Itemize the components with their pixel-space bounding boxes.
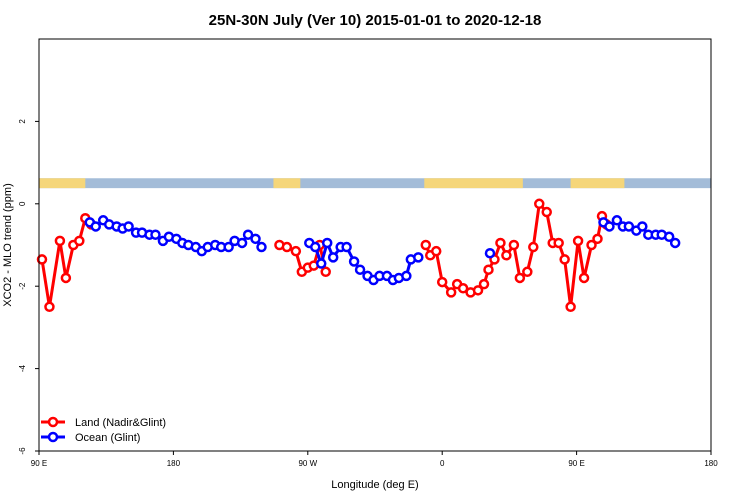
land-point	[565, 301, 576, 313]
ocean-point	[327, 252, 339, 263]
land-band-segment	[570, 178, 625, 189]
land-point	[430, 245, 442, 257]
landmask-band	[39, 178, 711, 189]
x-axis-label: Longitude (deg E)	[331, 479, 418, 491]
ocean-point	[354, 264, 366, 275]
land-point	[534, 198, 545, 210]
ocean-point	[310, 241, 321, 253]
x-tick-label: 90 E	[568, 459, 584, 468]
ocean-point	[413, 252, 424, 263]
land-point	[541, 206, 552, 218]
legend-land-marker	[47, 416, 59, 428]
x-tick-label: 180	[704, 459, 718, 468]
y-tick-label: 2	[18, 119, 27, 124]
land-point	[420, 239, 432, 251]
land-point	[553, 237, 564, 249]
x-tick-label: 90 W	[298, 459, 317, 468]
ocean-point	[90, 221, 101, 232]
ocean-point	[315, 258, 327, 269]
land-point	[508, 239, 520, 251]
ocean-point	[484, 247, 496, 259]
ocean-point	[604, 221, 615, 232]
plot-frame	[38, 38, 712, 452]
ocean-point	[242, 229, 254, 240]
y-axis: -6 -4 -2 0 2	[18, 119, 39, 455]
land-point	[54, 235, 66, 247]
legend-ocean-label: Ocean (Glint)	[75, 432, 140, 444]
land-point	[514, 272, 526, 284]
legend-land-label: Land (Nadir&Glint)	[75, 417, 166, 429]
land-point	[478, 278, 490, 290]
ocean-point	[348, 256, 360, 267]
ocean-point	[223, 241, 234, 253]
land-point	[320, 266, 331, 278]
land-point	[592, 233, 603, 245]
land-series-line	[40, 216, 93, 309]
land-point	[36, 254, 48, 265]
land-point	[44, 301, 55, 313]
land-point	[472, 285, 484, 296]
x-tick-label: 90 E	[31, 459, 47, 468]
ocean-point	[250, 233, 261, 245]
land-point	[559, 254, 570, 265]
land-point	[290, 245, 302, 257]
land-point	[586, 239, 597, 251]
y-tick-label: -4	[18, 364, 27, 372]
legend: Land (Nadir&Glint) Ocean (Glint)	[41, 416, 166, 444]
ocean-point	[663, 231, 675, 243]
ocean-point	[669, 237, 681, 249]
land-point	[522, 266, 533, 278]
x-axis: 90 E 180 90 W 0 90 E 180	[31, 451, 718, 468]
y-axis-label: XCO2 - MLO trend (ppm)	[2, 183, 14, 306]
legend-ocean-marker	[47, 431, 59, 443]
y-tick-label: -6	[18, 447, 27, 455]
land-point	[436, 276, 448, 288]
ocean-point	[256, 241, 267, 253]
land-point	[578, 272, 590, 284]
land-point	[495, 237, 506, 249]
land-point	[483, 264, 494, 275]
land-band-segment	[424, 178, 523, 189]
ocean-point	[123, 221, 134, 232]
ocean-point	[236, 237, 248, 249]
land-point	[501, 250, 512, 261]
land-point	[445, 287, 457, 298]
ocean-point	[623, 221, 635, 232]
ocean-band	[39, 178, 711, 189]
x-tick-label: 0	[440, 459, 445, 468]
land-point	[457, 283, 469, 294]
chart-title: 25N-30N July (Ver 10) 2015-01-01 to 2020…	[209, 12, 542, 29]
land-point	[281, 241, 293, 253]
y-tick-label: -2	[18, 282, 27, 290]
series-layer	[36, 198, 681, 313]
ocean-point	[401, 270, 412, 282]
land-point	[528, 241, 539, 253]
land-point	[74, 235, 85, 247]
y-tick-label: 0	[18, 201, 27, 206]
x-tick-label: 180	[167, 459, 181, 468]
land-band-segment	[273, 178, 301, 189]
land-point	[572, 235, 584, 247]
ocean-point	[637, 221, 648, 232]
land-point	[60, 272, 72, 284]
ocean-point	[341, 241, 352, 253]
land-band-segment	[39, 178, 86, 189]
ocean-point	[321, 237, 333, 249]
ocean-point	[150, 229, 161, 240]
ocean-point	[611, 215, 623, 226]
